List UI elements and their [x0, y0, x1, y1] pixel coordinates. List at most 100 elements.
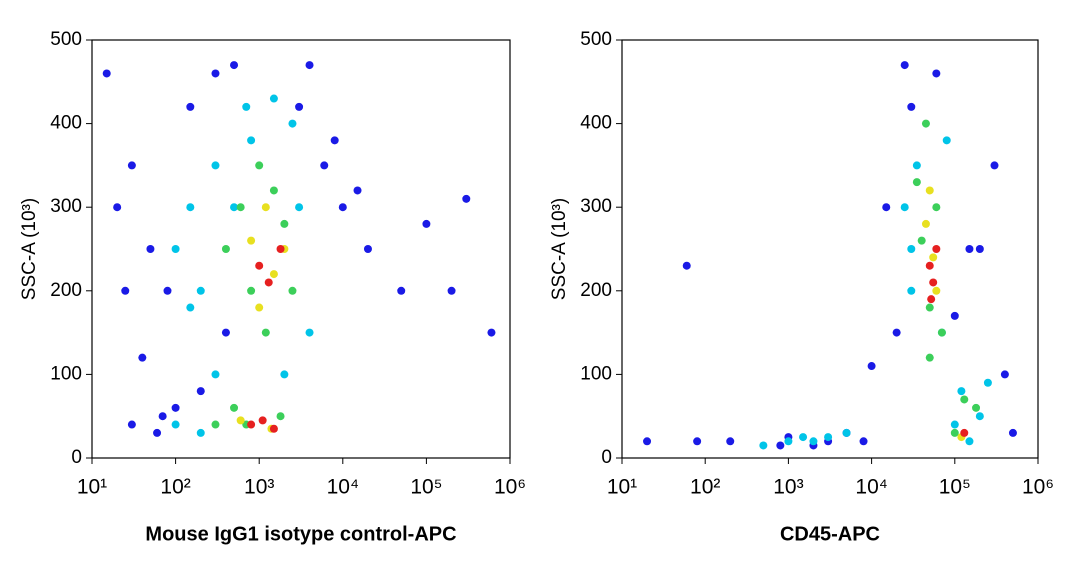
- data-point: [925, 353, 934, 362]
- data-point: [929, 278, 938, 287]
- data-point: [842, 428, 851, 437]
- data-point: [950, 420, 959, 429]
- data-point: [942, 136, 951, 145]
- data-point: [907, 286, 916, 295]
- data-point: [158, 412, 167, 421]
- data-point: [211, 161, 220, 170]
- x-tick-label: 10¹: [607, 476, 637, 499]
- data-point: [255, 261, 264, 270]
- data-point: [305, 61, 314, 70]
- data-point: [196, 387, 205, 396]
- data-point: [186, 102, 195, 111]
- data-point: [693, 437, 702, 446]
- data-point: [269, 424, 278, 433]
- data-point: [258, 416, 267, 425]
- data-point: [269, 186, 278, 195]
- plot-frame: [621, 39, 1039, 459]
- data-point: [925, 303, 934, 312]
- data-point: [824, 433, 833, 442]
- x-axis-label: CD45-APC: [780, 523, 880, 545]
- y-tick-label: 300: [50, 196, 82, 217]
- data-point: [236, 203, 245, 212]
- data-point: [925, 261, 934, 270]
- data-point: [912, 178, 921, 187]
- data-point: [960, 428, 969, 437]
- data-point: [462, 194, 471, 203]
- data-point: [859, 437, 868, 446]
- data-point: [957, 387, 966, 396]
- data-point: [320, 161, 329, 170]
- data-point: [960, 395, 969, 404]
- y-axis-label: SSC-A (10³): [19, 198, 40, 300]
- data-point: [867, 362, 876, 371]
- data-point: [892, 328, 901, 337]
- y-axis-label: SSC-A (10³): [549, 198, 570, 300]
- data-point: [927, 295, 936, 304]
- data-point: [186, 203, 195, 212]
- y-tick-label: 0: [71, 447, 82, 468]
- data-point: [196, 286, 205, 295]
- data-point: [276, 412, 285, 421]
- data-point: [907, 102, 916, 111]
- data-point: [965, 437, 974, 446]
- x-tick-label: 10⁶: [1022, 476, 1054, 499]
- data-point: [295, 102, 304, 111]
- data-point: [242, 102, 251, 111]
- data-point: [247, 136, 256, 145]
- y-tick-label: 200: [580, 280, 612, 301]
- data-point: [127, 161, 136, 170]
- data-point: [682, 261, 691, 270]
- x-tick-label: 10⁴: [327, 476, 359, 499]
- data-point: [171, 420, 180, 429]
- y-tick-label: 500: [580, 29, 612, 50]
- data-point: [276, 245, 285, 253]
- x-tick-label: 10³: [773, 476, 803, 499]
- x-tick-label: 10⁶: [494, 476, 526, 499]
- data-point: [900, 203, 909, 212]
- data-point: [1000, 370, 1009, 379]
- data-point: [929, 253, 938, 262]
- data-point: [261, 203, 270, 212]
- data-point: [921, 219, 930, 228]
- data-point: [247, 236, 256, 245]
- data-point: [882, 203, 891, 212]
- data-point: [211, 69, 220, 78]
- data-point: [338, 203, 347, 212]
- data-point: [102, 69, 111, 78]
- data-point: [163, 286, 172, 295]
- data-point: [921, 119, 930, 128]
- data-point: [211, 370, 220, 379]
- data-point: [975, 245, 984, 253]
- data-point: [288, 119, 297, 128]
- x-tick-label: 10⁵: [939, 476, 971, 499]
- y-tick-label: 0: [601, 447, 612, 468]
- data-point: [726, 437, 735, 446]
- data-point: [932, 203, 941, 212]
- data-point: [990, 161, 999, 170]
- x-tick-label: 10²: [690, 476, 720, 499]
- data-point: [937, 328, 946, 337]
- data-point: [447, 286, 456, 295]
- data-point: [261, 328, 270, 337]
- data-point: [932, 245, 941, 253]
- y-tick-label: 100: [580, 363, 612, 384]
- data-point: [288, 286, 297, 295]
- data-point: [196, 428, 205, 437]
- data-point: [353, 186, 362, 195]
- data-point: [305, 328, 314, 337]
- data-point: [295, 203, 304, 212]
- y-tick-label: 500: [50, 29, 82, 50]
- data-point: [230, 61, 239, 70]
- y-tick-label: 200: [50, 280, 82, 301]
- data-point: [264, 278, 273, 287]
- data-point: [950, 428, 959, 437]
- data-point: [487, 328, 496, 337]
- data-point: [153, 428, 162, 437]
- data-point: [121, 286, 130, 295]
- data-point: [397, 286, 406, 295]
- data-point: [932, 69, 941, 78]
- data-point: [146, 245, 155, 253]
- y-tick-label: 400: [50, 113, 82, 134]
- data-point: [776, 441, 785, 450]
